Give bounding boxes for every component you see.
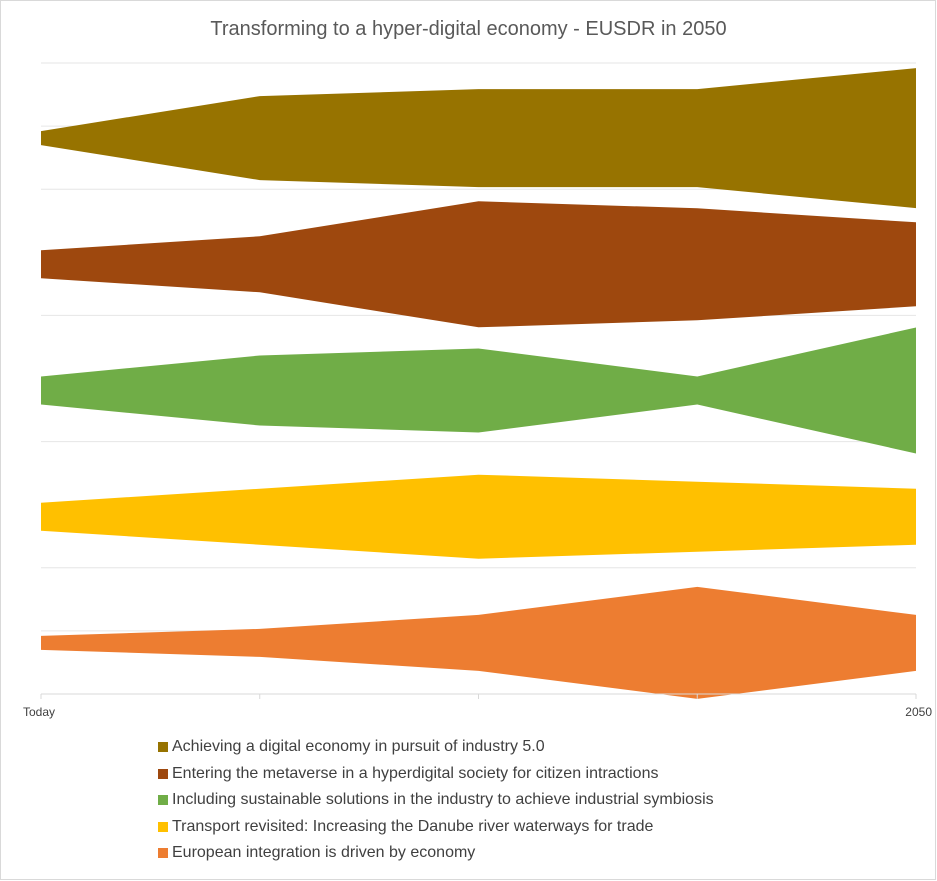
legend-item: European integration is driven by econom… bbox=[158, 840, 714, 867]
series-area-4 bbox=[41, 474, 916, 559]
legend-swatch bbox=[158, 768, 168, 779]
legend-label: Achieving a digital economy in pursuit o… bbox=[172, 738, 545, 756]
chart-legend: Achieving a digital economy in pursuit o… bbox=[158, 734, 714, 867]
chart-title: Transforming to a hyper-digital economy … bbox=[210, 18, 727, 40]
legend-item: Entering the metaverse in a hyperdigital… bbox=[158, 761, 714, 788]
x-tick-label: Today bbox=[23, 705, 55, 719]
series-area-2 bbox=[41, 201, 916, 328]
series-area-5 bbox=[41, 586, 916, 699]
legend-label: Including sustainable solutions in the i… bbox=[172, 791, 714, 809]
legend-swatch bbox=[158, 848, 168, 859]
legend-label: Entering the metaverse in a hyperdigital… bbox=[172, 764, 659, 782]
legend-item: Including sustainable solutions in the i… bbox=[158, 787, 714, 814]
legend-label: Transport revisited: Increasing the Danu… bbox=[172, 817, 654, 835]
series-area-1 bbox=[41, 68, 916, 209]
legend-swatch bbox=[158, 742, 168, 753]
legend-item: Achieving a digital economy in pursuit o… bbox=[158, 734, 714, 761]
series-area-3 bbox=[41, 327, 916, 454]
legend-item: Transport revisited: Increasing the Danu… bbox=[158, 814, 714, 841]
chart-plot-area: Today 2050 bbox=[23, 62, 932, 719]
x-tick-label: 2050 bbox=[905, 705, 932, 719]
legend-swatch bbox=[158, 795, 168, 806]
legend-label: European integration is driven by econom… bbox=[172, 844, 476, 862]
legend-swatch bbox=[158, 821, 168, 832]
